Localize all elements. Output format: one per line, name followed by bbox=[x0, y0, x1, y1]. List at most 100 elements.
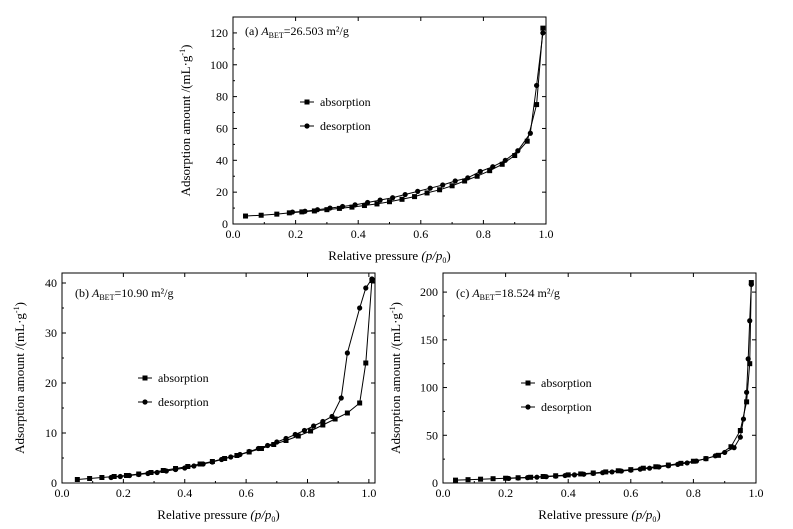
data-point bbox=[377, 197, 383, 203]
data-point bbox=[678, 460, 684, 466]
x-tick-label: 0.2 bbox=[116, 486, 131, 500]
data-point bbox=[271, 442, 277, 447]
y-axis-title-text: Adsorption amount /(mL·g bbox=[388, 313, 403, 454]
y-tick-label: 100 bbox=[420, 381, 438, 395]
data-point bbox=[357, 305, 363, 311]
plot-frame bbox=[442, 272, 757, 484]
data-point bbox=[402, 191, 408, 198]
data-point bbox=[327, 205, 333, 211]
data-point bbox=[344, 350, 350, 356]
data-point bbox=[527, 130, 533, 136]
data-point bbox=[524, 138, 530, 144]
data-point bbox=[465, 477, 471, 483]
data-point bbox=[712, 453, 718, 459]
data-point bbox=[618, 468, 625, 474]
x-axis-title-text: Relative pressure bbox=[157, 507, 250, 522]
data-point bbox=[502, 157, 508, 163]
data-point bbox=[571, 472, 578, 478]
panel-annotation-value: =18.524 m²/g bbox=[495, 286, 560, 300]
data-point bbox=[600, 470, 606, 476]
data-point bbox=[703, 456, 709, 462]
data-point bbox=[357, 400, 363, 406]
x-tick-label: 0.0 bbox=[55, 486, 70, 500]
data-point bbox=[136, 471, 142, 478]
x-tick-label: 0.4 bbox=[351, 227, 366, 241]
y-axis-title-superscript: -1 bbox=[12, 306, 21, 313]
series-absorption bbox=[74, 278, 375, 482]
data-point bbox=[731, 445, 737, 451]
data-point bbox=[329, 413, 335, 420]
data-point bbox=[684, 460, 690, 466]
y-tick-label: 50 bbox=[426, 428, 438, 442]
data-point bbox=[747, 318, 753, 324]
x-tick-label: 0.8 bbox=[300, 486, 315, 500]
panel-annotation-symbol: A bbox=[471, 286, 480, 300]
data-point bbox=[540, 30, 546, 36]
panel-annotation-prefix: (a) bbox=[245, 24, 261, 38]
series-desorption bbox=[289, 30, 546, 215]
panel-annotation: (c) ABET=18.524 m²/g bbox=[456, 286, 560, 302]
data-point bbox=[209, 459, 215, 465]
data-point bbox=[715, 452, 721, 458]
legend-label: desorption bbox=[541, 400, 592, 414]
data-point bbox=[311, 423, 317, 429]
data-point bbox=[308, 428, 314, 434]
data-point bbox=[292, 431, 298, 438]
data-point bbox=[289, 209, 296, 215]
data-point bbox=[243, 213, 249, 219]
data-point bbox=[237, 451, 243, 458]
data-point bbox=[543, 474, 549, 480]
data-point bbox=[740, 416, 747, 422]
data-point bbox=[487, 168, 493, 174]
data-point bbox=[534, 102, 540, 108]
data-point bbox=[311, 208, 317, 214]
data-point bbox=[653, 464, 659, 470]
chart-panel-c: 0.0 0.2 0.4 0.6 0.8 1.0 0 50 100 150 200 Relative p… bbox=[388, 272, 764, 524]
y-tick-label: 200 bbox=[420, 285, 438, 299]
data-point bbox=[553, 473, 559, 479]
panel-annotation-subscript: BET bbox=[480, 293, 495, 302]
series-absorption bbox=[453, 280, 754, 483]
data-point bbox=[477, 168, 483, 175]
data-point bbox=[603, 469, 609, 475]
data-point bbox=[656, 464, 662, 470]
x-axis-title-symbol: (p/p bbox=[631, 507, 652, 522]
panel-annotation-symbol: A bbox=[91, 286, 100, 300]
data-point bbox=[324, 207, 330, 213]
data-point bbox=[534, 474, 540, 480]
data-point bbox=[512, 153, 518, 159]
data-point bbox=[117, 473, 123, 480]
y-tick-label: 20 bbox=[45, 376, 57, 390]
data-point bbox=[399, 196, 405, 202]
panel-annotation-prefix: (c) bbox=[456, 286, 472, 300]
y-axis-title: Adsorption amount /(mL·g-1) bbox=[178, 45, 193, 197]
y-axis-title-text: Adsorption amount /(mL·g bbox=[12, 313, 27, 454]
x-axis-title-text: Relative pressure bbox=[328, 248, 421, 263]
data-point bbox=[274, 211, 280, 217]
x-tick-label: 0.8 bbox=[476, 227, 491, 241]
data-point bbox=[390, 195, 396, 201]
panel-annotation: (a) ABET=26.503 m²/g bbox=[245, 24, 349, 40]
x-tick-label: 0.4 bbox=[177, 486, 192, 500]
data-point bbox=[609, 469, 615, 475]
data-point bbox=[338, 395, 344, 401]
x-axis-title-suffix: ) bbox=[446, 248, 450, 263]
series-line bbox=[77, 280, 373, 480]
series-line bbox=[455, 282, 752, 481]
legend-label: absorption bbox=[158, 371, 209, 385]
data-point bbox=[332, 416, 338, 422]
data-point bbox=[172, 466, 179, 473]
x-axis-title: Relative pressure (p/p0) bbox=[538, 507, 660, 524]
data-point bbox=[722, 449, 728, 456]
data-point bbox=[87, 476, 93, 481]
data-point bbox=[581, 471, 587, 477]
data-point bbox=[490, 164, 496, 170]
data-point bbox=[578, 471, 584, 477]
x-axis-title-symbol: (p/p bbox=[421, 248, 442, 263]
data-point bbox=[283, 435, 289, 442]
panel-annotation-subscript: BET bbox=[99, 293, 114, 302]
x-axis-title-subscript: 0 bbox=[442, 256, 446, 265]
data-point bbox=[747, 361, 753, 367]
data-point bbox=[185, 464, 191, 469]
data-point bbox=[286, 210, 292, 216]
